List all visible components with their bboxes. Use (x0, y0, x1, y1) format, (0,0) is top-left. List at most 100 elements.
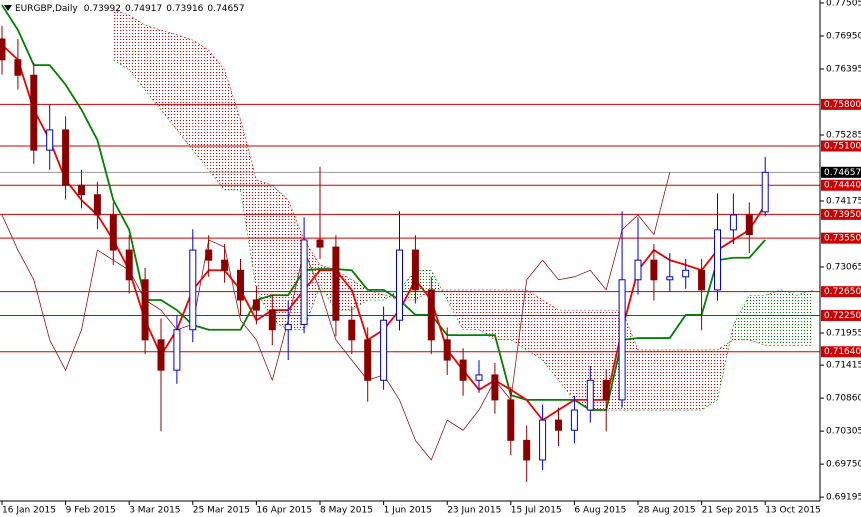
cloud-segment (192, 40, 209, 170)
last-close: 0.74657 (207, 4, 244, 14)
candle-body (396, 249, 403, 321)
symbol: EURGBP,Daily (15, 4, 78, 14)
cloud-segment (208, 50, 225, 190)
y-tick-label: 0.74175 (826, 196, 861, 206)
candle-body (634, 259, 642, 281)
candle-body (729, 214, 737, 231)
candle-body (93, 194, 101, 216)
candle-body (698, 269, 706, 291)
candle-body (46, 129, 54, 151)
cloud-segment (510, 289, 527, 350)
y-tick-label: 0.71955 (826, 329, 861, 339)
candle-body (173, 329, 181, 371)
y-tick-label: 0.75285 (826, 130, 861, 140)
candle-body (427, 289, 435, 341)
candle-body (618, 279, 626, 401)
candle-body (443, 339, 451, 361)
level-layer (0, 103, 820, 353)
cloud-segment (463, 289, 479, 330)
candle-body (650, 259, 658, 281)
cloud-segment (224, 69, 241, 190)
cloud-segment (526, 289, 543, 361)
level-label-box (821, 309, 861, 321)
candle-body (459, 359, 467, 381)
candle-body (189, 249, 197, 331)
y-tick-label: 0.69750 (826, 460, 861, 470)
level-label-box (821, 140, 861, 152)
candle-body (761, 171, 769, 213)
x-tick-label: 6 Aug 2015 (574, 506, 626, 516)
cloud-edge (113, 9, 813, 351)
x-tick-label: 28 Aug 2015 (638, 506, 696, 516)
level-label-box (821, 346, 861, 358)
x-tick-label: 8 May 2015 (320, 506, 373, 516)
candle-body (507, 399, 515, 441)
last-open: 0.73992 (84, 4, 121, 14)
cloud-segment (669, 349, 686, 411)
cloud-segment (145, 25, 161, 110)
candle-body (268, 309, 276, 331)
candle-body (586, 379, 594, 411)
cloud-segment (733, 295, 750, 340)
current-price-box (821, 166, 861, 178)
cloud-segment (542, 300, 559, 381)
candle-body (300, 239, 308, 325)
x-tick-label: 15 Jul 2015 (511, 506, 562, 516)
cloud-segment (129, 15, 146, 91)
y-tick-label: 0.70860 (826, 394, 861, 404)
y-tick-label: 0.77505 (826, 0, 861, 8)
candle-body (157, 339, 165, 371)
cloud-segment (415, 270, 432, 301)
cloud-segment (781, 289, 797, 346)
cloud-segment (494, 289, 511, 340)
candle-body (109, 214, 117, 251)
y-tick-label: 0.70305 (826, 427, 861, 437)
candle-body (555, 419, 562, 431)
cloud-segment (113, 9, 130, 70)
cloud-segment (304, 239, 320, 330)
x-tick-label: 21 Sep 2015 (702, 506, 759, 516)
y-tick-label: 0.69195 (826, 493, 861, 503)
candle-body (78, 184, 85, 196)
candle-body (411, 249, 419, 291)
last-high: 0.74917 (125, 4, 162, 14)
candle-body (125, 249, 133, 281)
y-tick-label: 0.71415 (826, 361, 861, 371)
x-tick-label: 3 Mar 2015 (129, 506, 180, 516)
x-tick-label: 16 Apr 2015 (256, 506, 312, 516)
candle-body (745, 214, 753, 236)
level-label: 0.75100 (824, 141, 861, 151)
candle-body (316, 239, 324, 248)
candle-body (602, 379, 610, 401)
x-tick-label: 9 Feb 2015 (66, 506, 116, 516)
cloud-segment (701, 349, 718, 411)
cloud-segment (479, 289, 495, 340)
cloud-segment (765, 289, 782, 346)
candle-body (570, 409, 578, 431)
cloud-segment (335, 270, 352, 311)
level-label: 0.74440 (824, 181, 861, 191)
cloud-segment (288, 200, 305, 330)
x-tick-label: 1 Jun 2015 (384, 506, 432, 516)
candle-body (62, 129, 70, 186)
current-price-label: 0.74657 (824, 168, 861, 178)
level-label-box (821, 232, 861, 244)
cloud-segment (653, 349, 670, 411)
level-label: 0.71640 (824, 347, 861, 357)
x-tick-label: 16 Jan 2015 (2, 506, 56, 516)
chart-title: EURGBP,Daily 0.73992 0.74917 0.73916 0.74657 (15, 4, 245, 14)
level-label-box (821, 208, 861, 220)
x-tick-label: 25 Mar 2015 (193, 506, 250, 516)
cloud-edge (113, 59, 813, 411)
cloud-segment (622, 310, 638, 411)
candle-body (491, 374, 499, 401)
candle-body (475, 374, 483, 381)
cloud-segment (240, 119, 257, 290)
cloud-segment (176, 34, 193, 151)
plot-area (0, 0, 820, 501)
candle-body (141, 279, 149, 341)
candle-layer (0, 25, 769, 482)
candle-body (539, 419, 547, 461)
